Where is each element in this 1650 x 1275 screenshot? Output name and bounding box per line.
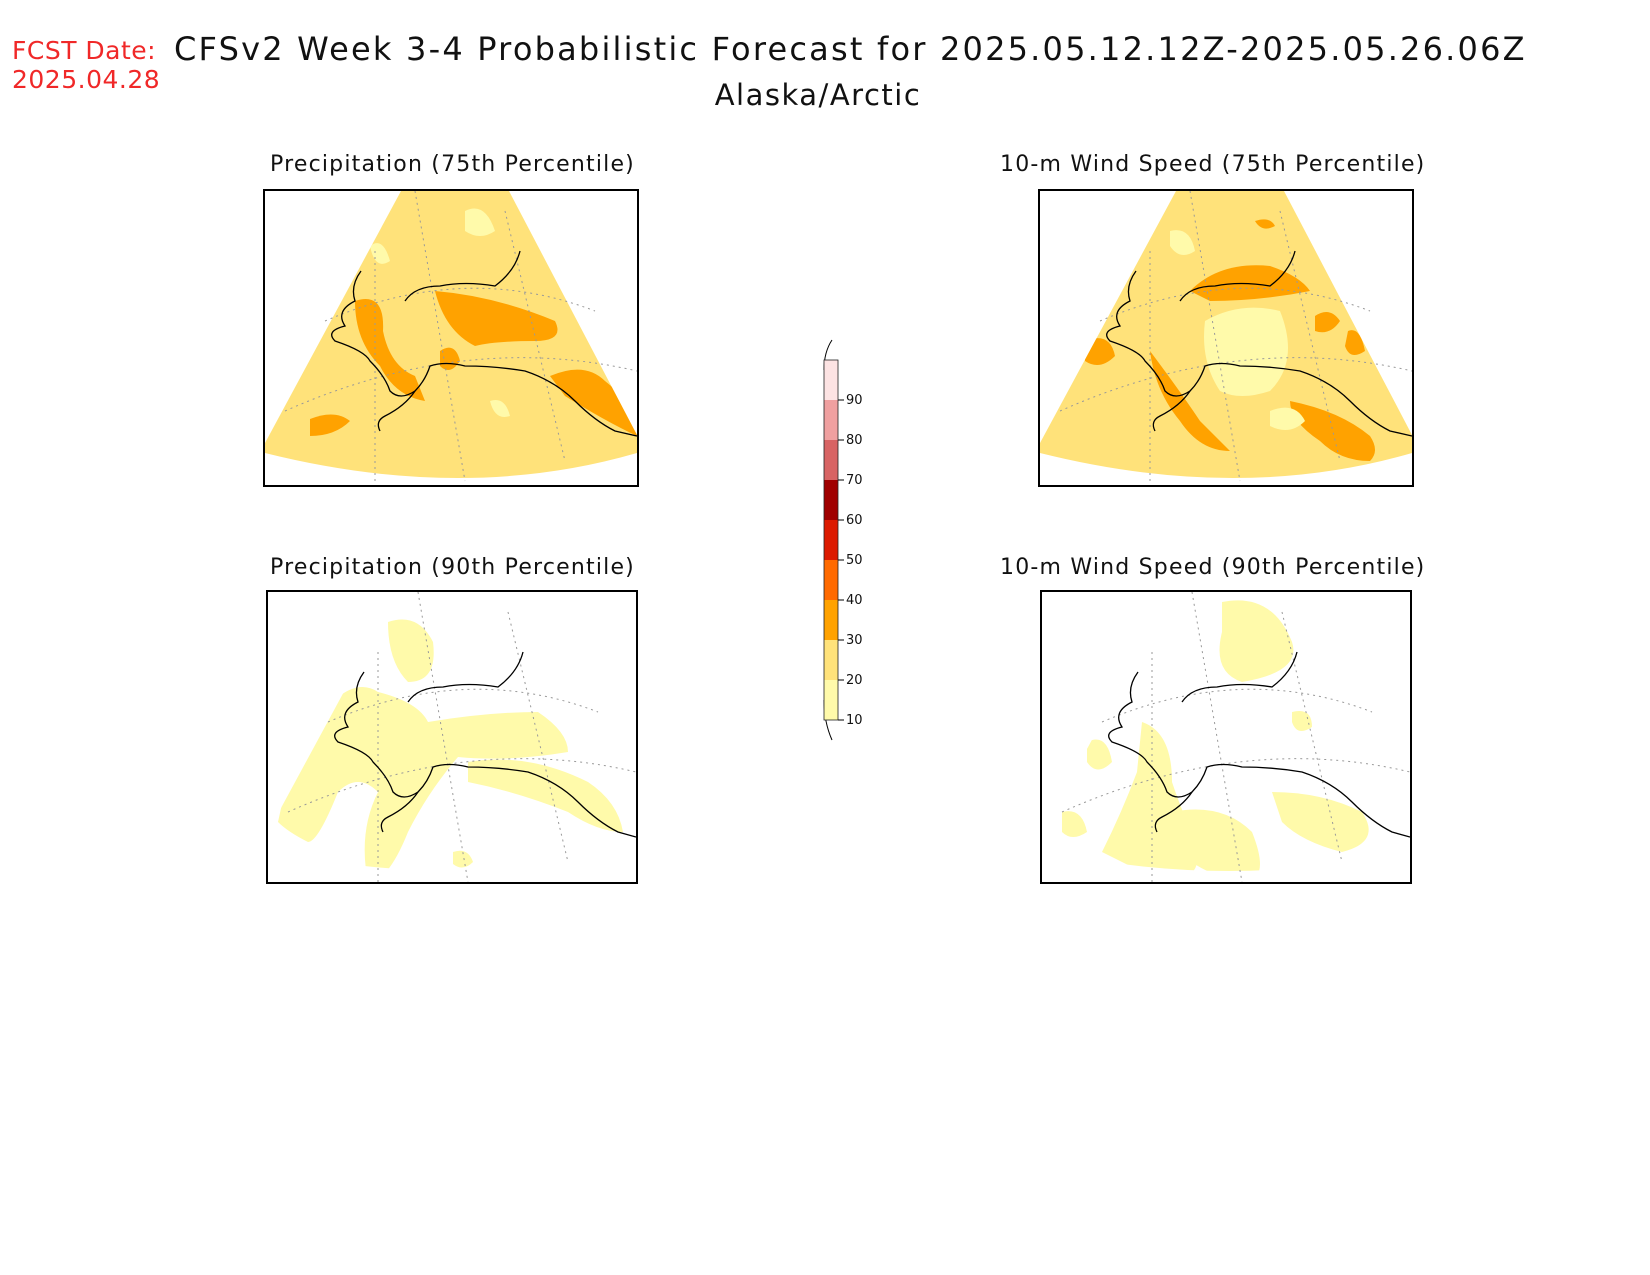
coastline bbox=[1106, 250, 1412, 437]
colorbar-cell bbox=[824, 360, 838, 400]
colorbar-label: 80 bbox=[846, 433, 863, 448]
forecast-date-block: FCST Date: 2025.04.28 bbox=[12, 36, 160, 94]
map-wind-75 bbox=[1038, 189, 1414, 487]
contour-light bbox=[1170, 230, 1195, 255]
colorbar-label: 30 bbox=[846, 633, 863, 648]
map-precip-90 bbox=[266, 590, 638, 884]
colorbar-cell bbox=[824, 440, 838, 480]
colorbar-cell bbox=[824, 640, 838, 680]
contour-light bbox=[453, 850, 473, 868]
forecast-domain bbox=[265, 191, 637, 478]
colorbar-label: 10 bbox=[846, 713, 863, 728]
colorbar-label: 40 bbox=[846, 593, 863, 608]
colorbar-outline bbox=[823, 359, 839, 721]
contour-orange bbox=[1315, 312, 1340, 333]
map-wind-90-canvas bbox=[1061, 592, 1410, 882]
colorbar-cell bbox=[824, 560, 838, 600]
colorbar-cell bbox=[824, 520, 838, 560]
colorbar-label: 70 bbox=[846, 473, 863, 488]
colorbar-svg: 90 80 70 60 50 40 30 20 10 bbox=[823, 339, 863, 741]
colorbar-cell bbox=[824, 680, 838, 720]
panel-title-wind-90: 10-m Wind Speed (90th Percentile) bbox=[1000, 555, 1426, 580]
contour-light bbox=[465, 208, 495, 236]
colorbar-cell bbox=[824, 400, 838, 440]
colorbar-cell bbox=[824, 600, 838, 640]
map-precip-90-canvas bbox=[278, 592, 636, 882]
contour-light bbox=[1272, 792, 1369, 852]
contour-light bbox=[1204, 307, 1288, 396]
contour-light bbox=[1219, 600, 1294, 682]
colorbar: 90 80 70 60 50 40 30 20 10 bbox=[820, 330, 880, 754]
contour-orange bbox=[550, 369, 637, 436]
colorbar-label: 60 bbox=[846, 513, 863, 528]
contour-orange bbox=[1345, 330, 1365, 355]
figure-title: CFSv2 Week 3-4 Probabilistic Forecast fo… bbox=[174, 30, 1527, 68]
contour-orange bbox=[1290, 401, 1375, 461]
map-wind-90 bbox=[1040, 590, 1412, 884]
forecast-date-value: 2025.04.28 bbox=[12, 65, 161, 94]
colorbar-label: 50 bbox=[846, 553, 863, 568]
forecast-date-label: FCST Date: bbox=[12, 36, 157, 65]
contour-orange bbox=[1150, 351, 1230, 451]
contour-orange bbox=[355, 299, 425, 401]
coastline bbox=[334, 651, 636, 838]
panel-title-precip-75: Precipitation (75th Percentile) bbox=[270, 152, 635, 177]
contour-light bbox=[1172, 809, 1260, 871]
region-title: Alaska/Arctic bbox=[714, 78, 922, 112]
contour-light bbox=[1087, 739, 1112, 770]
colorbar-label: 90 bbox=[846, 393, 863, 408]
coastline bbox=[1108, 651, 1410, 838]
contour-orange bbox=[1255, 219, 1275, 229]
contour-light bbox=[1062, 811, 1087, 837]
contour-light bbox=[388, 619, 434, 682]
map-wind-75-canvas bbox=[1040, 191, 1412, 482]
panel-title-precip-90: Precipitation (90th Percentile) bbox=[270, 555, 635, 580]
map-precip-75 bbox=[263, 189, 639, 487]
contour-orange bbox=[310, 414, 350, 436]
contour-light bbox=[1270, 407, 1305, 430]
panel-title-wind-75: 10-m Wind Speed (75th Percentile) bbox=[1000, 152, 1426, 177]
colorbar-cell bbox=[824, 480, 838, 520]
contour-light bbox=[1292, 711, 1312, 731]
map-precip-75-canvas bbox=[265, 191, 637, 482]
coastline bbox=[331, 250, 637, 437]
contour-light bbox=[490, 400, 510, 417]
contour-light bbox=[278, 687, 568, 871]
contour-light bbox=[468, 759, 623, 832]
colorbar-label: 20 bbox=[846, 673, 863, 688]
contour-orange bbox=[435, 291, 558, 346]
